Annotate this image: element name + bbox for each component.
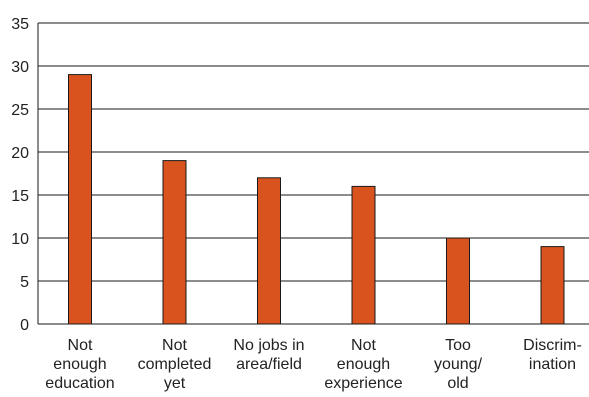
x-category-label: Not completed yet xyxy=(138,337,212,392)
bars xyxy=(68,74,565,325)
y-tick-label: 15 xyxy=(11,188,29,205)
bar-0 xyxy=(68,74,92,325)
x-category-label: Not enough education xyxy=(45,337,114,392)
x-category-label: Discrim-ination xyxy=(523,337,582,373)
x-category-label: Not enough experience xyxy=(324,337,402,392)
bar-4 xyxy=(446,237,470,325)
y-tick-label: 30 xyxy=(11,59,29,76)
axes xyxy=(37,23,589,325)
bar-1 xyxy=(162,160,187,325)
y-tick-label: 10 xyxy=(11,231,29,248)
x-category-labels: Not enough education Not completed yet No jobs… xyxy=(45,337,582,392)
y-tick-label: 20 xyxy=(11,145,29,162)
y-tick-label: 5 xyxy=(20,274,29,291)
x-category-label: Too young/old xyxy=(434,337,483,392)
y-tick-label: 35 xyxy=(11,16,29,33)
bar-5 xyxy=(540,246,565,325)
y-tick-labels: 0 5 10 15 20 25 30 35 xyxy=(11,16,29,334)
y-tick-label: 25 xyxy=(11,102,29,119)
y-tick-label: 0 xyxy=(20,317,29,334)
x-category-label: No jobs in area/field xyxy=(233,337,304,373)
bar-2 xyxy=(257,177,281,325)
gridlines xyxy=(38,22,589,282)
bar-3 xyxy=(351,185,376,325)
